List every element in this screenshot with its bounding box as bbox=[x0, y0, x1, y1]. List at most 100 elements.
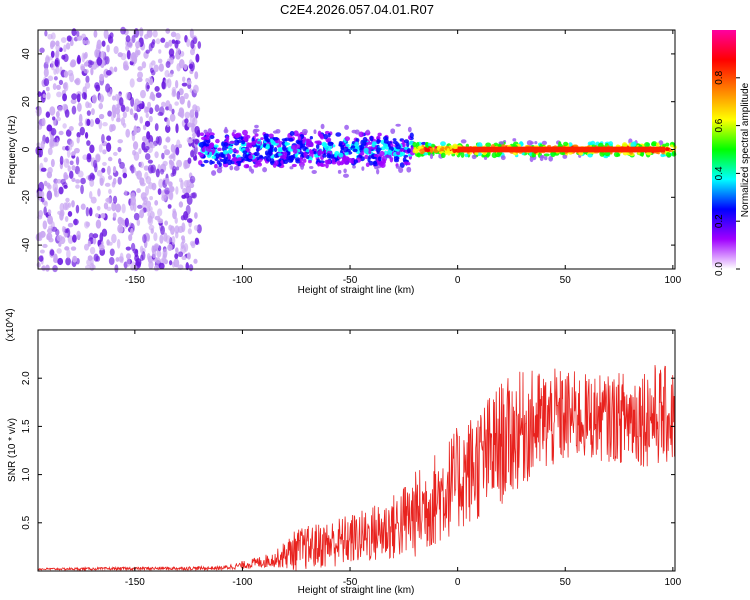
colorbar-tick-label: 0.6 bbox=[714, 118, 725, 132]
spectrogram-cell bbox=[168, 260, 173, 266]
spectrogram-cell bbox=[131, 34, 136, 44]
spectrogram-cell bbox=[170, 31, 177, 38]
spectrogram-cell bbox=[71, 165, 76, 171]
spectrogram-cell bbox=[186, 79, 192, 85]
spectrogram-cell bbox=[83, 61, 89, 67]
spectrogram-cell bbox=[65, 129, 72, 137]
spectrogram-cell bbox=[196, 130, 201, 138]
spectrogram-cell bbox=[174, 39, 179, 49]
spectrogram-cell bbox=[103, 202, 109, 210]
spectrogram-cell bbox=[158, 49, 162, 54]
spectrogram-cell bbox=[145, 82, 150, 92]
spectrogram-cell bbox=[181, 82, 188, 87]
spectrogram-cell bbox=[170, 143, 175, 153]
spectrogram-cell bbox=[107, 110, 113, 117]
spectrogram-cell bbox=[50, 60, 55, 71]
spectrogram-cell bbox=[112, 151, 118, 156]
spectrogram-cell bbox=[354, 141, 359, 148]
spectrogram-cell bbox=[47, 225, 54, 231]
spectrogram-cell bbox=[309, 136, 314, 140]
spectrogram-cell bbox=[158, 63, 164, 72]
spectrogram-cell bbox=[118, 158, 122, 165]
spectrogram-cell bbox=[119, 252, 124, 261]
spectrogram-cell bbox=[265, 143, 270, 150]
spectrogram-cell bbox=[75, 77, 81, 86]
spectrogram-cell bbox=[193, 225, 199, 231]
spectrogram-cell bbox=[251, 140, 256, 146]
spectrogram-cell bbox=[155, 168, 160, 178]
spectrogram-cell bbox=[227, 148, 233, 154]
spectrogram-cell bbox=[485, 142, 492, 148]
spectrogram-cell bbox=[194, 212, 198, 219]
snr-series-line bbox=[37, 365, 676, 572]
spectrogram-cell bbox=[206, 139, 211, 144]
spectrogram-cell bbox=[326, 159, 331, 165]
spectrogram-cell bbox=[86, 118, 91, 127]
spectrogram-cell bbox=[278, 147, 284, 153]
spectrogram-cells bbox=[35, 26, 677, 273]
spectrogram-cell bbox=[368, 150, 372, 155]
spectrogram-cell bbox=[158, 178, 164, 188]
spectrogram-cell bbox=[83, 69, 89, 74]
spectrogram-cell bbox=[256, 148, 260, 153]
spectrogram-cell bbox=[89, 60, 95, 66]
spectrogram-cell bbox=[315, 140, 322, 145]
spectrogram-cell bbox=[89, 144, 95, 154]
spectrogram-cell bbox=[94, 117, 101, 125]
spectrogram-cell bbox=[257, 141, 261, 145]
spectrogram-cell bbox=[172, 151, 176, 162]
spectrogram-cell bbox=[157, 58, 163, 64]
spectrogram-cell bbox=[403, 154, 409, 158]
spectrogram-cell bbox=[58, 79, 64, 86]
spectrogram-cell bbox=[160, 225, 165, 235]
spectrogram-cell bbox=[217, 147, 222, 151]
spectrogram-cell bbox=[176, 47, 181, 55]
spectrogram-cell bbox=[324, 145, 329, 151]
snr-x-tick-label: -150 bbox=[125, 577, 145, 588]
spectrogram-cell bbox=[85, 39, 91, 45]
spectrogram-cell bbox=[446, 150, 451, 156]
colorbar-tick-label: 0.4 bbox=[714, 166, 725, 180]
spectrogram-cell bbox=[366, 141, 373, 145]
spectrogram-cell bbox=[45, 86, 50, 92]
spectrogram-cell bbox=[320, 123, 325, 130]
spectrogram-cell bbox=[558, 141, 562, 146]
spectrogram-cell bbox=[121, 203, 126, 214]
spectrogram-cell bbox=[608, 141, 614, 147]
spectrogram-cell bbox=[248, 165, 252, 172]
spectrogram-cell bbox=[644, 141, 650, 148]
spectrogram-cell bbox=[599, 151, 605, 157]
spectrogram-cell bbox=[122, 172, 128, 179]
spectrogram-cell bbox=[41, 264, 46, 272]
spectrogram-cell bbox=[105, 70, 112, 76]
spectrogram-cell bbox=[211, 170, 217, 176]
spectrogram-cell bbox=[203, 159, 209, 164]
spectrogram-cell bbox=[222, 150, 229, 155]
spectrogram-cell bbox=[39, 47, 45, 53]
spectrogram-carrier bbox=[457, 146, 665, 153]
spectrogram-cell bbox=[120, 52, 127, 61]
spectrogram-cell bbox=[56, 234, 63, 242]
spectrogram-cell bbox=[223, 141, 229, 147]
spectrogram-cell bbox=[108, 36, 114, 44]
spectrogram-cell bbox=[137, 127, 141, 133]
spectrogram-cell bbox=[46, 190, 53, 201]
spectrogram-cell bbox=[340, 160, 346, 165]
spectrogram-cell bbox=[548, 155, 554, 162]
spectrogram-cell bbox=[123, 64, 130, 71]
spectrogram-cell bbox=[430, 143, 436, 148]
spectrogram-cell bbox=[180, 241, 185, 250]
spectrogram-cell bbox=[660, 153, 666, 158]
spectrogram-cell bbox=[233, 165, 240, 171]
spectrogram-cell bbox=[290, 144, 297, 150]
spectrogram-cell bbox=[177, 111, 182, 117]
spectrogram-cell bbox=[173, 258, 180, 268]
spectrogram-cell bbox=[61, 54, 66, 60]
spectrogram-cell bbox=[256, 144, 261, 150]
spectrogram-cell bbox=[66, 35, 72, 42]
spectrogram-cell bbox=[96, 170, 103, 177]
spectrogram-cell bbox=[50, 158, 55, 168]
spectrogram-cell bbox=[139, 27, 144, 37]
spectrogram-cell bbox=[317, 150, 323, 156]
spectrogram-cell bbox=[460, 139, 467, 144]
